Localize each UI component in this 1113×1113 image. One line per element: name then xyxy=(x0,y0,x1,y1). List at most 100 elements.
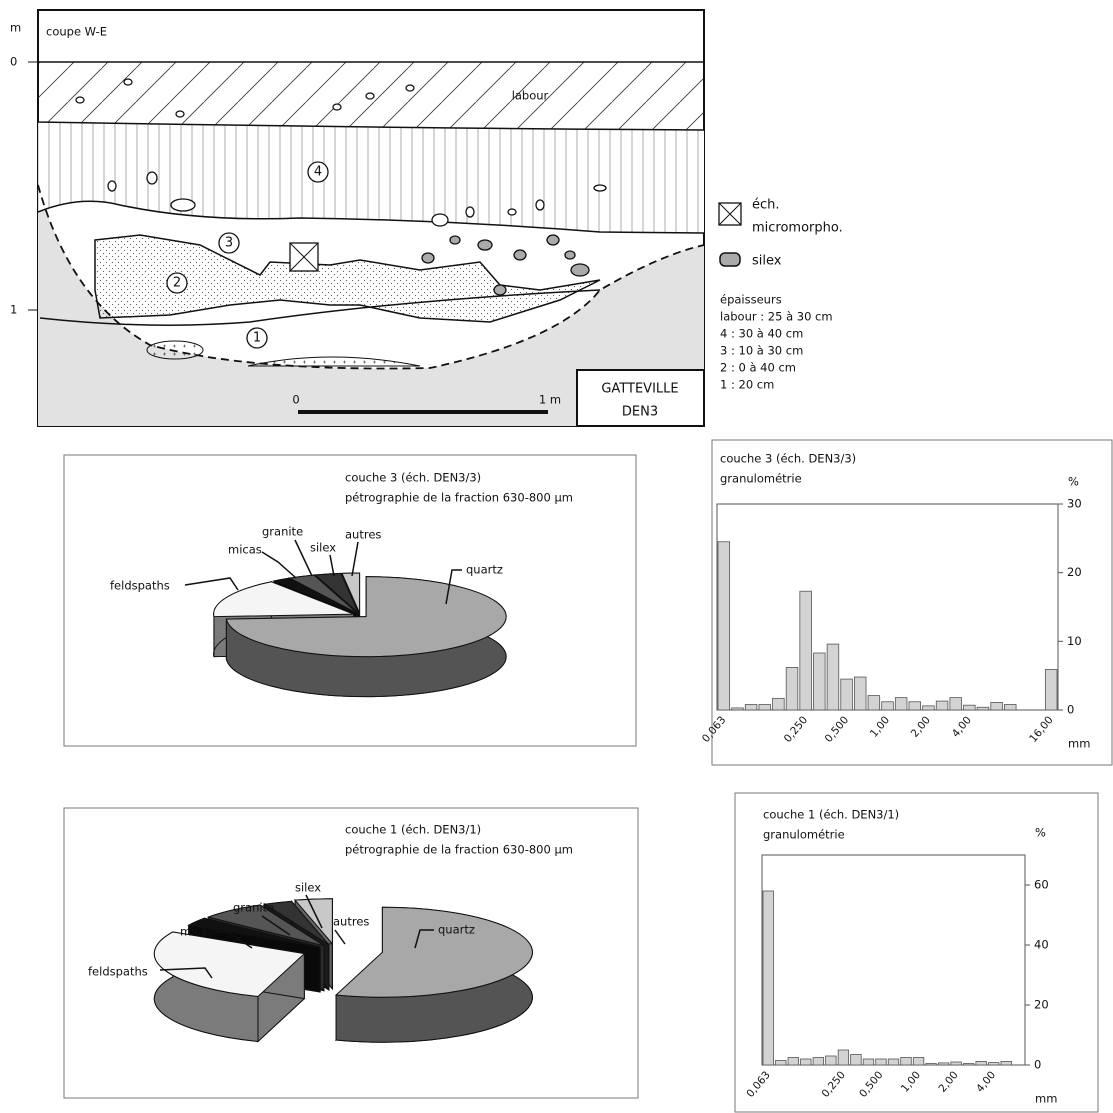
leader-line xyxy=(414,929,434,949)
slice-top xyxy=(314,572,359,614)
bar xyxy=(837,1049,850,1066)
gravel-patch xyxy=(146,340,204,360)
y-tick-label: 40 xyxy=(1034,938,1049,952)
layer-label: labour xyxy=(512,89,549,103)
slice-top xyxy=(225,576,507,658)
slice-top xyxy=(263,900,330,946)
bar xyxy=(988,1062,1000,1066)
bar xyxy=(813,652,826,711)
site-name: GATTEVILLE xyxy=(601,382,678,397)
slice-label: quartz xyxy=(438,923,475,937)
bar xyxy=(717,541,731,711)
legend-heading: épaisseurs xyxy=(720,293,782,307)
bar xyxy=(862,1058,875,1066)
slice-label: silex xyxy=(295,881,321,895)
slice-label: feldspaths xyxy=(110,579,170,593)
substrate xyxy=(38,185,704,426)
slice-label: granite xyxy=(233,901,274,915)
chart-title: couche 3 (éch. DEN3/3) xyxy=(720,452,856,466)
bar xyxy=(785,667,799,711)
bar xyxy=(826,643,840,711)
legend-silex-symbol xyxy=(719,252,741,267)
gravel-patch xyxy=(247,356,421,367)
slice-label: silex xyxy=(310,541,336,555)
bar xyxy=(825,1055,837,1066)
y-axis-label: % xyxy=(1068,475,1079,489)
bar xyxy=(887,1058,900,1066)
layer-2 xyxy=(94,234,601,323)
chart-title: couche 3 (éch. DEN3/3) xyxy=(345,471,481,485)
bar xyxy=(1004,704,1017,711)
bar xyxy=(975,1061,987,1066)
legend: éch. micromorpho. silex épaisseurs labou… xyxy=(718,198,843,392)
bar xyxy=(935,700,949,711)
slice-label: quartz xyxy=(466,563,503,577)
slice-top xyxy=(187,917,321,948)
layer-badge xyxy=(246,327,268,349)
bar xyxy=(800,1058,812,1066)
leader-line xyxy=(329,554,335,577)
bar xyxy=(840,678,853,711)
bar xyxy=(867,695,881,711)
bar xyxy=(744,704,758,711)
legend-label: silex xyxy=(752,254,782,269)
layer-label: 4 xyxy=(314,165,322,180)
pit-outline xyxy=(37,184,705,370)
x-axis-label: mm xyxy=(1035,1092,1057,1106)
slice-label: autres xyxy=(333,915,369,929)
bar xyxy=(908,701,922,711)
boundary-4-3 xyxy=(37,200,705,234)
site-code: DEN3 xyxy=(622,405,658,420)
depth-unit: m xyxy=(10,21,21,35)
leader-line xyxy=(351,541,359,577)
section-title: coupe W-E xyxy=(46,25,107,39)
leader-line xyxy=(184,577,239,591)
slice-label: feldspaths xyxy=(88,965,148,979)
slice-top xyxy=(206,904,325,947)
layer-badge xyxy=(307,161,329,183)
layer-label: 2 xyxy=(173,276,181,291)
y-tick-label: 20 xyxy=(1067,565,1082,579)
bar xyxy=(900,1057,912,1066)
bar xyxy=(963,704,976,711)
chart-subtitle: pétrographie de la fraction 630-800 µm xyxy=(345,491,573,505)
chart-frame xyxy=(711,439,1113,766)
bar xyxy=(922,705,935,711)
chart-title: couche 1 (éch. DEN3/1) xyxy=(763,808,899,822)
bar xyxy=(990,702,1003,711)
chart-subtitle: granulométrie xyxy=(720,472,802,486)
legend-item: 2 : 0 à 40 cm xyxy=(720,361,796,375)
leader-line xyxy=(334,929,346,945)
slice-label: micas xyxy=(228,543,262,557)
bar xyxy=(912,1057,925,1066)
layer-label: 1 xyxy=(253,331,261,346)
legend-item: 3 : 10 à 30 cm xyxy=(720,344,803,358)
legend-item: 4 : 30 à 40 cm xyxy=(720,327,803,341)
bar xyxy=(812,1057,825,1066)
slice-top xyxy=(334,906,533,998)
y-tick-label: 30 xyxy=(1067,497,1082,511)
chart-title: couche 1 (éch. DEN3/1) xyxy=(345,823,481,837)
y-tick-label: 0 xyxy=(1067,703,1074,717)
y-tick-label: 10 xyxy=(1067,634,1082,648)
silex-pebbles xyxy=(421,234,590,296)
slice-top xyxy=(288,574,358,614)
pebbles xyxy=(75,78,607,227)
scale-label: 0 xyxy=(292,393,299,407)
chart-subtitle: pétrographie de la fraction 630-800 µm xyxy=(345,843,573,857)
bar xyxy=(850,1054,862,1066)
bar xyxy=(937,1062,950,1066)
section: labour 4 3 2 1 coupe W-E m 0 1 0 1 m GAT… xyxy=(10,9,705,427)
chart-subtitle: granulométrie xyxy=(763,828,845,842)
y-tick-label: 60 xyxy=(1034,878,1049,892)
y-axis-label: % xyxy=(1035,826,1046,840)
leader-line xyxy=(261,915,291,936)
leader-line xyxy=(294,539,313,577)
slice-top xyxy=(272,577,357,614)
legend-item: 1 : 20 cm xyxy=(720,378,774,392)
bar xyxy=(787,1057,799,1066)
bar xyxy=(762,890,774,1066)
pie-slice xyxy=(153,931,306,1043)
leader-line xyxy=(261,551,297,579)
